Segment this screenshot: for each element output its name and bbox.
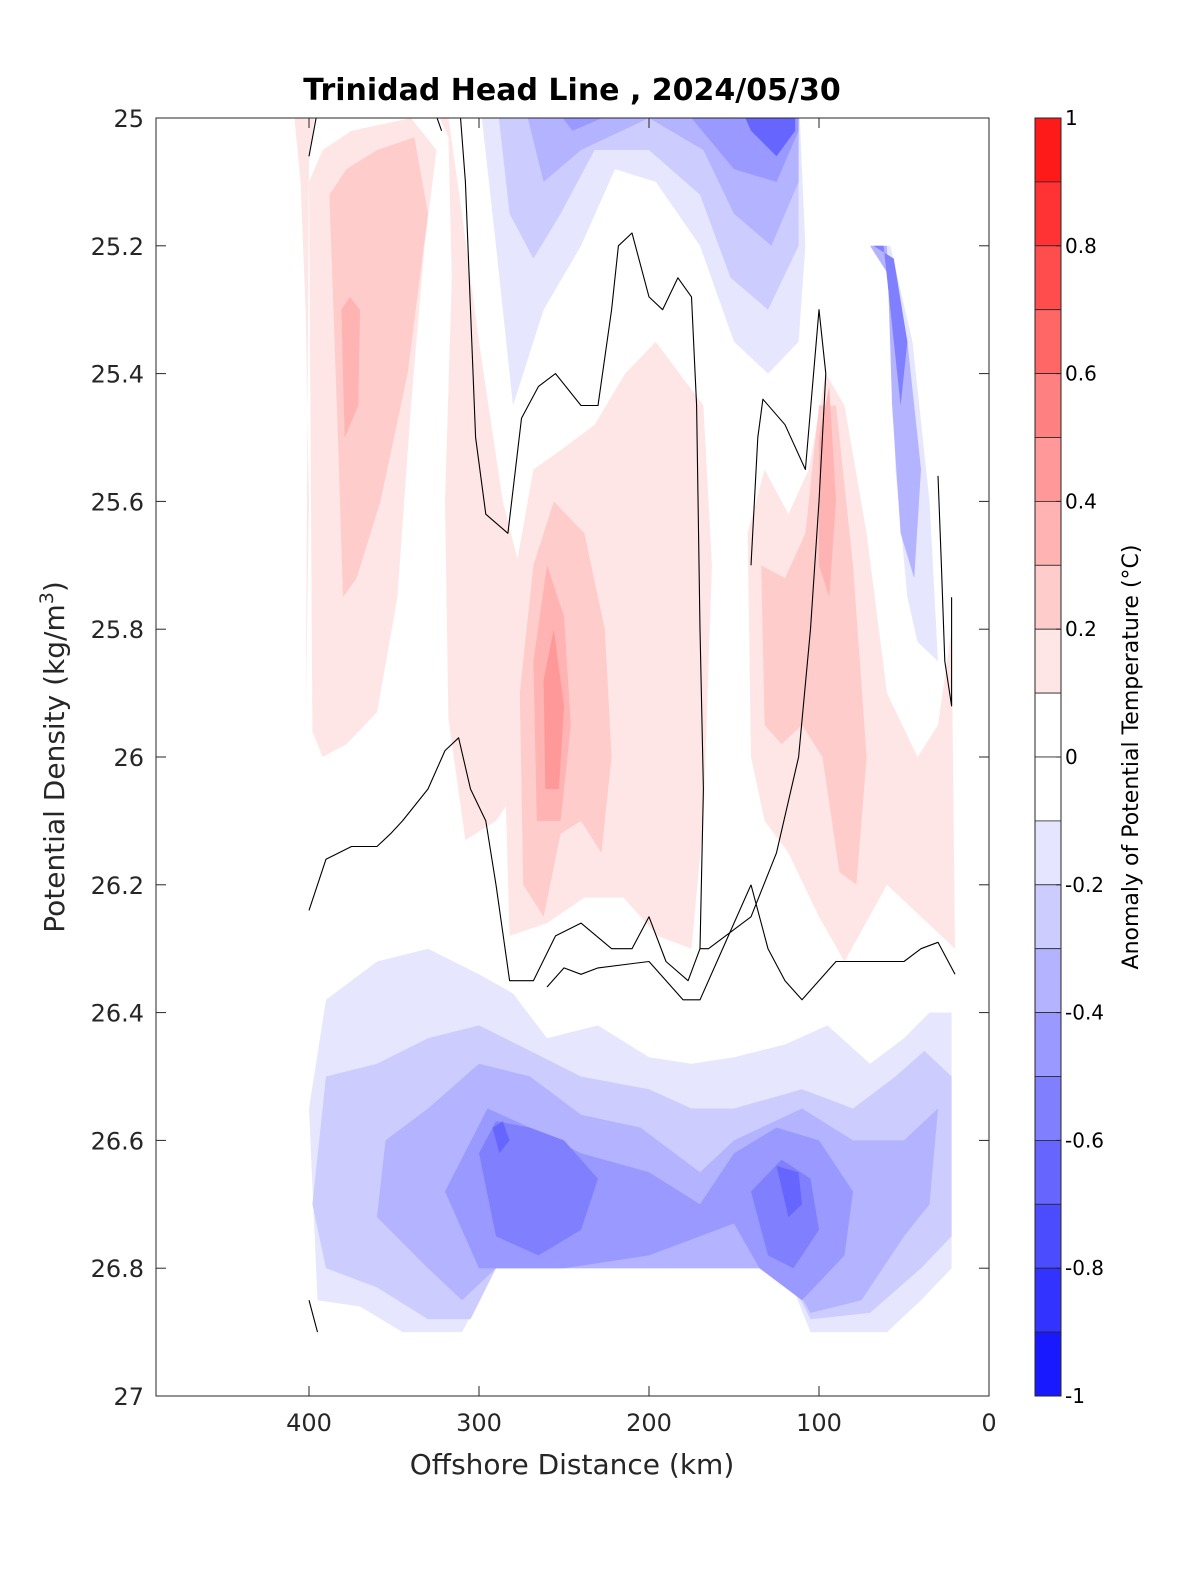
y-axis-label: Potential Density (kg/m3) (36, 581, 71, 933)
y-tick-label: 26.8 (91, 1255, 144, 1283)
colorbar-tick-label: 1 (1065, 106, 1078, 130)
anomaly-region-15 (745, 118, 796, 157)
y-tick-label: 26.2 (91, 872, 144, 900)
y-tick-label: 25.8 (91, 616, 144, 644)
colorbar-segments (1034, 117, 1062, 1397)
y-tick-label: 27 (113, 1383, 144, 1411)
x-axis-label: Offshore Distance (km) (410, 1448, 735, 1481)
y-tick-label: 25.2 (91, 233, 144, 261)
colorbar-segment (1034, 1012, 1062, 1077)
y-axis-label-close: ) (38, 581, 71, 592)
colorbar-segment (1034, 1267, 1062, 1333)
colorbar-tick-label: 0.4 (1065, 489, 1097, 513)
y-tick-label: 26 (113, 744, 144, 772)
colorbar-label: Anomaly of Potential Temperature (°C) (1119, 545, 1144, 970)
colorbar: 1 0.8 0.6 0.4 0.2 0 -0.2 -0.4 -0.6 -0.8 -1 Anomaly… (1034, 106, 1144, 1408)
colorbar-segment (1034, 1203, 1062, 1269)
anomaly-region-7 (543, 629, 564, 789)
zero-contour-4 (700, 309, 827, 950)
anomaly-region-17 (870, 245, 921, 579)
colorbar-segment (1034, 309, 1062, 375)
colorbar-segment (1034, 628, 1062, 694)
colorbar-segment (1034, 756, 1062, 822)
colorbar-tick-label: 0.8 (1065, 234, 1097, 258)
colorbar-tick-label: 0 (1065, 745, 1078, 769)
x-tick-label: 100 (796, 1409, 842, 1437)
colorbar-tick-label: -0.8 (1065, 1256, 1104, 1280)
anomaly-region-14 (562, 118, 799, 182)
colorbar-ticks: 1 0.8 0.6 0.4 0.2 0 -0.2 -0.4 -0.6 -0.8 -1 (1056, 106, 1104, 1408)
colorbar-tick-label: 0.2 (1065, 617, 1097, 641)
colorbar-segment (1034, 564, 1062, 630)
colorbar-tick-label: -0.6 (1065, 1128, 1104, 1152)
y-axis-label-main: Potential Density (kg/m (38, 604, 71, 933)
y-axis-label-superscript: 3 (36, 592, 58, 604)
anomaly-region-2 (329, 137, 428, 598)
zero-contour-1 (436, 118, 443, 131)
anomaly-fill-regions (294, 118, 955, 1333)
colorbar-tick-label: -0.4 (1065, 1001, 1104, 1025)
colorbar-segment (1034, 948, 1062, 1014)
colorbar-segment (1034, 117, 1062, 183)
colorbar-segment (1034, 884, 1062, 950)
y-axis-ticks: 25 25.2 25.4 25.6 25.8 26 26.2 26.4 26.6 26.8 27 (91, 105, 989, 1411)
zero-contour-6 (750, 884, 956, 1001)
zero-contour-0 (308, 118, 317, 157)
colorbar-segment (1034, 373, 1062, 438)
colorbar-tick-label: 0.6 (1065, 362, 1097, 386)
x-tick-label: 300 (456, 1409, 502, 1437)
colorbar-segment (1034, 181, 1062, 247)
colorbar-segment (1034, 500, 1062, 566)
anomaly-region-9 (761, 405, 867, 885)
anomaly-region-25 (492, 1121, 510, 1154)
y-tick-label: 26.6 (91, 1127, 144, 1155)
zero-contour-3 (308, 1300, 319, 1333)
anomaly-region-0 (294, 118, 544, 841)
anomaly-region-23 (479, 1121, 598, 1256)
colorbar-segment (1034, 245, 1062, 311)
y-tick-label: 25.4 (91, 361, 144, 389)
colorbar-tick-label: -1 (1065, 1384, 1085, 1408)
colorbar-segment (1034, 1331, 1062, 1397)
x-axis-ticks: 400 300 200 100 0 (286, 118, 997, 1437)
chart-title: Trinidad Head Line , 2024/05/30 (303, 73, 840, 108)
colorbar-segment (1034, 820, 1062, 886)
zero-contour-5 (546, 884, 752, 1001)
colorbar-segment (1034, 1140, 1062, 1205)
anomaly-region-26 (776, 1166, 802, 1218)
colorbar-segment (1034, 437, 1062, 502)
plot-area: 400 300 200 100 0 25 25.2 25.4 25.6 25.8 26 26.2 26… (91, 105, 997, 1437)
zero-contour-7 (937, 475, 953, 707)
colorbar-segment (1034, 1076, 1062, 1141)
colorbar-tick-label: -0.2 (1065, 873, 1104, 897)
y-tick-label: 25.6 (91, 488, 144, 516)
zero-contour-lines (308, 118, 956, 1333)
anomaly-region-24 (751, 1159, 819, 1269)
x-tick-label: 0 (981, 1409, 996, 1437)
anomaly-region-10 (819, 386, 836, 598)
anomaly-region-18 (873, 245, 908, 406)
y-tick-label: 25 (113, 105, 144, 133)
anomaly-region-3 (341, 296, 360, 438)
x-tick-label: 200 (626, 1409, 672, 1437)
y-tick-label: 26.4 (91, 1000, 144, 1028)
x-tick-label: 400 (286, 1409, 332, 1437)
colorbar-segment (1034, 692, 1062, 758)
